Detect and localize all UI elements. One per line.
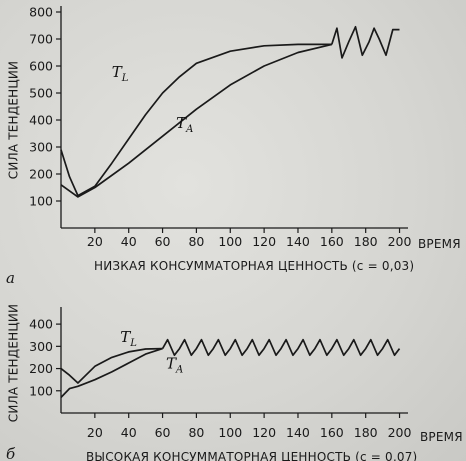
panel-1-letter: а: [6, 269, 15, 287]
panel-1-caption: НИЗКАЯ КОНСУММАТОРНАЯ ЦЕННОСТЬ (с = 0,03…: [94, 259, 414, 273]
panel-1-y-tick-label: 700: [29, 32, 53, 47]
panel-2-x-tick-label: 60: [155, 425, 171, 440]
panel-2-x-tick-label: 120: [252, 425, 276, 440]
panel-1-series-t-l: [60, 43, 332, 197]
panel-2-x-tick-label: 180: [354, 425, 378, 440]
panel-1-x-tick-label: 140: [286, 234, 310, 249]
panel-1-x-tick-label: 180: [354, 234, 378, 249]
panel-1-annotation-sub: L: [121, 73, 129, 84]
panel-1-y-tick-label: 800: [29, 5, 53, 20]
panel-1-x-tick-label: 80: [188, 234, 204, 249]
panel-2-y-tick-label: 100: [29, 383, 53, 398]
panel-2-x-tick-label: 100: [218, 425, 242, 440]
panel-2-caption: ВЫСОКАЯ КОНСУММАТОРНАЯ ЦЕННОСТЬ (с = 0,0…: [86, 450, 417, 461]
panel-1-y-tick-label: 600: [29, 59, 53, 74]
panel-1-y-tick-label: 400: [29, 113, 53, 128]
panel-2-letter: б: [6, 445, 16, 461]
panel-2-annotation-a: TA: [166, 355, 183, 376]
panel-2-y-tick-label: 400: [29, 317, 53, 332]
panel-1-x-axis-label: ВРЕМЯ: [418, 237, 461, 251]
panel-1-x-tick-label: 160: [320, 234, 344, 249]
panel-1-series-oscillation: [330, 25, 400, 59]
panel-1-x-tick-label: 60: [155, 234, 171, 249]
panel-2-x-tick-label: 140: [286, 425, 310, 440]
panel-2-x-tick-label: 80: [188, 425, 204, 440]
panel-2-y-axis-label: СИЛА ТЕНДЕНЦИИ: [7, 304, 21, 422]
panel-2-y-tick-label: 300: [29, 339, 53, 354]
panel-1-annotation-l: TL: [112, 63, 129, 84]
panel-1-y-axis-label: СИЛА ТЕНДЕНЦИИ: [7, 61, 21, 179]
panel-2-annotation-sub: A: [175, 365, 183, 376]
panel-1-series-t-a: [60, 43, 332, 198]
panel-1-x-tick-label: 200: [388, 234, 412, 249]
panel-2-y-tick-label: 200: [29, 361, 53, 376]
panel-2-series-t-a: [60, 347, 163, 398]
panel-1-y-tick-label: 300: [29, 140, 53, 155]
panel-2-x-tick-label: 200: [388, 425, 412, 440]
panel-1-y-tick-label: 500: [29, 86, 53, 101]
panel-2-annotation-l: TL: [120, 328, 137, 349]
panel-1-annotation-a: TA: [176, 114, 193, 135]
panel-2-x-axis-label: ВРЕМЯ: [420, 430, 463, 444]
panel-2-x-tick-label: 40: [121, 425, 137, 440]
panel-1-x-tick-label: 40: [121, 234, 137, 249]
panel-2-series-oscillation: [161, 338, 401, 357]
panel-1-annotation-sub: A: [185, 124, 193, 135]
panel-2-series-t-l: [60, 347, 163, 384]
panel-1-y-tick-label: 100: [29, 194, 53, 209]
panel-2-annotation-sub: L: [129, 338, 137, 349]
panel-2-x-tick-label: 20: [87, 425, 103, 440]
panel-1-x-tick-label: 100: [218, 234, 242, 249]
panel-1-y-tick-label: 200: [29, 167, 53, 182]
panel-1-x-tick-label: 120: [252, 234, 276, 249]
panel-2-x-tick-label: 160: [320, 425, 344, 440]
panel-1-x-tick-label: 20: [87, 234, 103, 249]
